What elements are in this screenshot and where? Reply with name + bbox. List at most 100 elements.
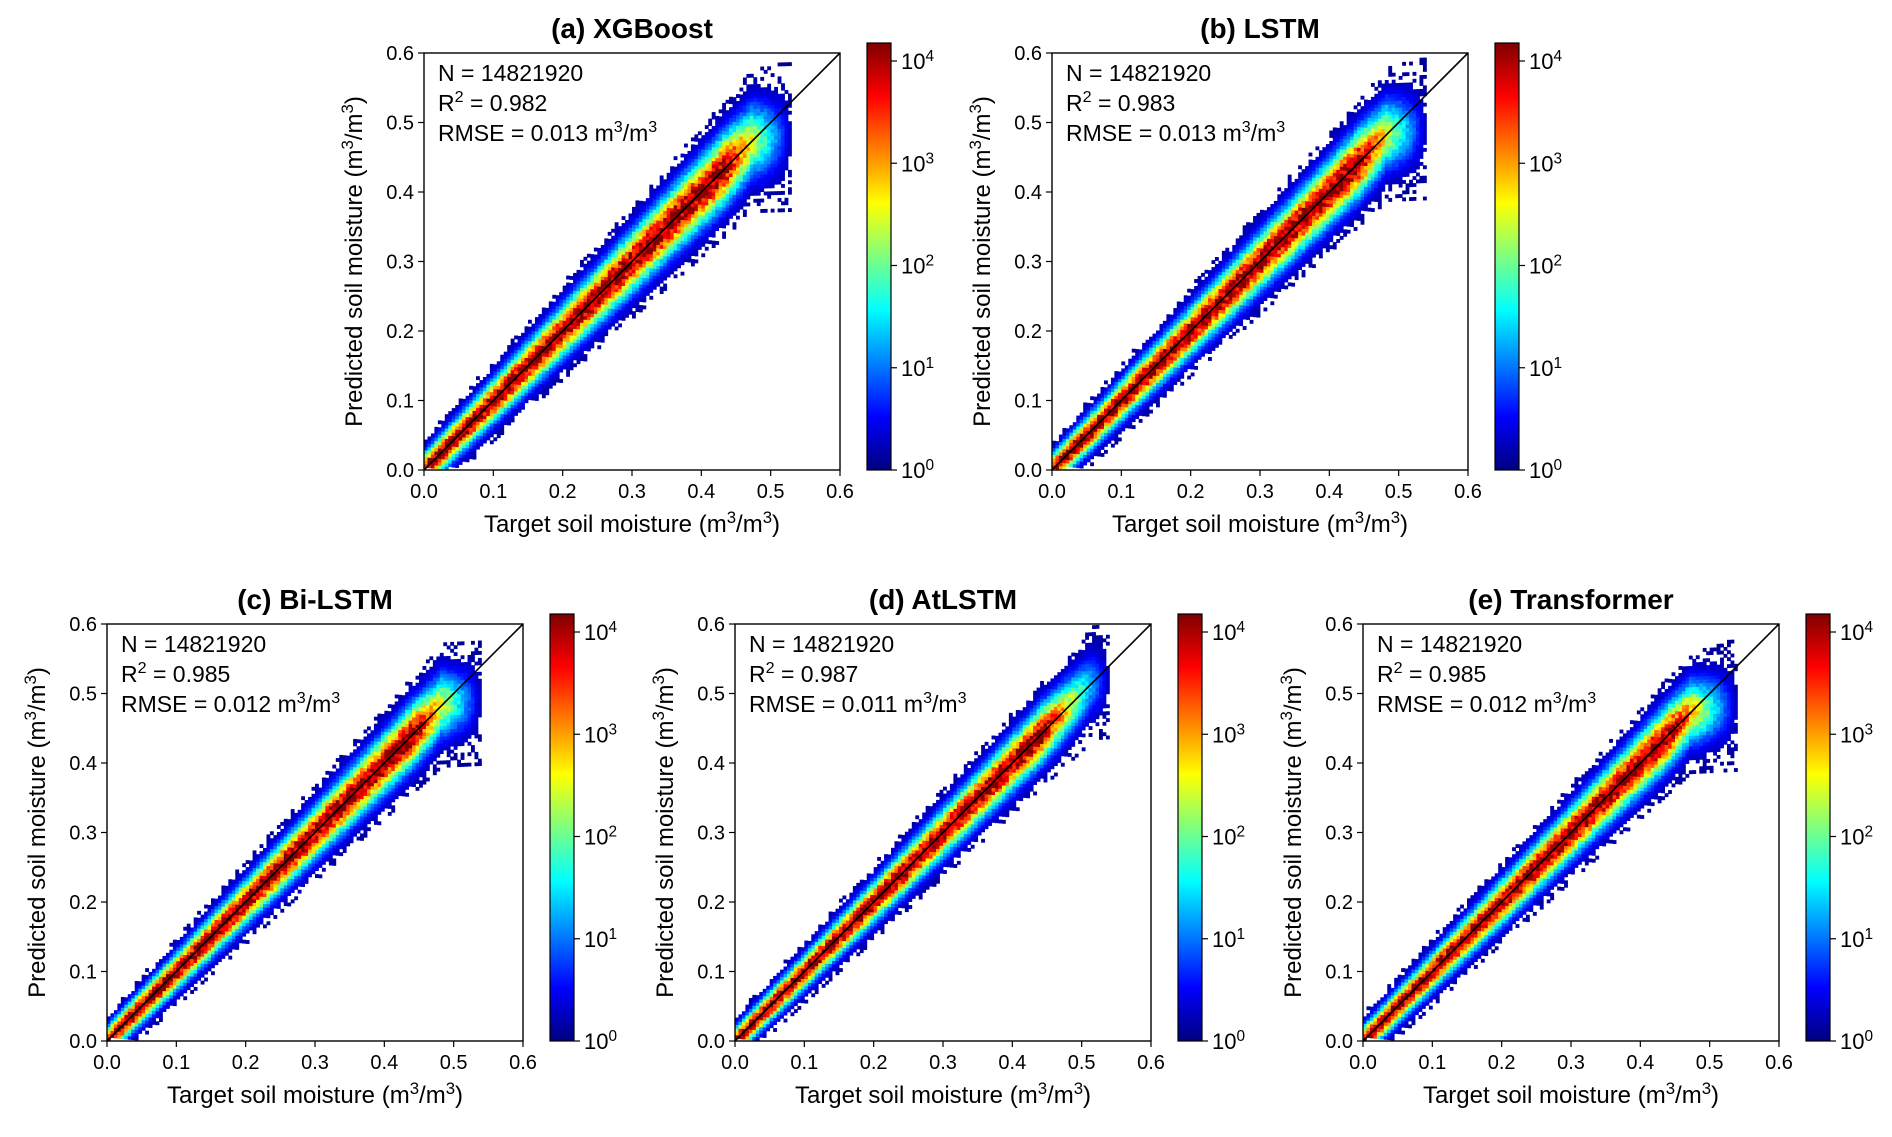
density-cell (1291, 217, 1295, 221)
density-cell (573, 294, 577, 298)
density-cell (1180, 344, 1184, 348)
density-cell (1135, 373, 1139, 377)
density-cell (691, 162, 695, 166)
density-cell (1333, 207, 1337, 211)
density-cell (556, 295, 560, 299)
density-cell (1177, 322, 1181, 326)
density-cell (1180, 368, 1184, 372)
density-cell (1208, 340, 1212, 344)
density-cell (1201, 304, 1205, 308)
density-cell (635, 239, 639, 243)
density-cell (1281, 264, 1285, 268)
density-cell (615, 295, 619, 299)
density-cell (1239, 260, 1243, 264)
text-span: 10 (901, 151, 925, 176)
density-cell (1322, 206, 1326, 210)
density-cell (1270, 291, 1274, 295)
density-cell (719, 186, 723, 190)
density-cell (452, 422, 456, 426)
text-span: 10 (901, 458, 925, 483)
density-cell (649, 265, 653, 269)
density-cell (1236, 256, 1240, 260)
density-cell (705, 247, 709, 251)
density-cell (733, 108, 737, 112)
density-cell (1222, 313, 1226, 317)
density-cell (701, 219, 705, 223)
density-cell (708, 164, 712, 168)
density-cell (1277, 236, 1281, 240)
density-cell (1198, 307, 1202, 311)
density-cell (774, 125, 778, 129)
density-cell (1260, 283, 1264, 287)
density-cell (448, 415, 452, 419)
density-cell (1218, 327, 1222, 331)
density-cell (1257, 255, 1261, 259)
density-cell (618, 310, 622, 314)
density-cell (1101, 432, 1105, 436)
density-cell (518, 343, 522, 347)
density-cell (635, 298, 639, 302)
density-cell (1298, 214, 1302, 218)
density-cell (1222, 254, 1226, 258)
density-cell (563, 348, 567, 352)
density-cell (1132, 397, 1136, 401)
density-cell (712, 150, 716, 154)
density-cell (441, 431, 445, 435)
density-cell (1263, 290, 1267, 294)
density-cell (1354, 175, 1358, 179)
density-cell (681, 167, 685, 171)
density-cell (497, 389, 501, 393)
density-cell (715, 196, 719, 200)
density-cell (712, 199, 716, 203)
density-cell (649, 192, 653, 196)
density-cell (521, 382, 525, 386)
density-cell (712, 168, 716, 172)
density-cell (771, 104, 775, 108)
density-cell (653, 227, 657, 231)
density-cell (1187, 296, 1191, 300)
density-cell (462, 437, 466, 441)
density-cell (1156, 400, 1160, 404)
density-cell (1225, 303, 1229, 307)
density-cell (1343, 170, 1347, 174)
density-cell (490, 385, 494, 389)
density-cell (507, 366, 511, 370)
density-cell (739, 161, 743, 165)
density-cell (778, 125, 782, 129)
density-cell (1267, 259, 1271, 263)
density-cell (507, 411, 511, 415)
density-cell (622, 310, 626, 314)
density-cell (1211, 330, 1215, 334)
density-cell (538, 338, 542, 342)
density-cell (1298, 252, 1302, 256)
density-cell (674, 188, 678, 192)
density-cell (701, 243, 705, 247)
density-cell (1087, 451, 1091, 455)
density-cell (698, 211, 702, 215)
density-cell (573, 336, 577, 340)
density-cell (649, 219, 653, 223)
density-cell (462, 458, 466, 462)
density-cell (566, 303, 570, 307)
density-cell (677, 205, 681, 209)
density-cell (518, 353, 522, 357)
density-cell (1142, 364, 1146, 368)
density-cell (622, 306, 626, 310)
density-cell (764, 174, 768, 178)
density-cell (1284, 188, 1288, 192)
density-cell (667, 218, 671, 222)
density-cell (1215, 278, 1219, 282)
density-cell (469, 403, 473, 407)
density-cell (476, 446, 480, 450)
density-cell (705, 212, 709, 216)
density-cell (722, 117, 726, 121)
density-cell (733, 118, 737, 122)
density-cell (1111, 392, 1115, 396)
text-span: R (438, 90, 455, 116)
density-cell (1295, 196, 1299, 200)
density-cell (778, 167, 782, 171)
density-cell (764, 101, 768, 105)
density-cell (660, 186, 664, 190)
density-cell (1101, 436, 1105, 440)
text-span: /m (736, 511, 763, 538)
